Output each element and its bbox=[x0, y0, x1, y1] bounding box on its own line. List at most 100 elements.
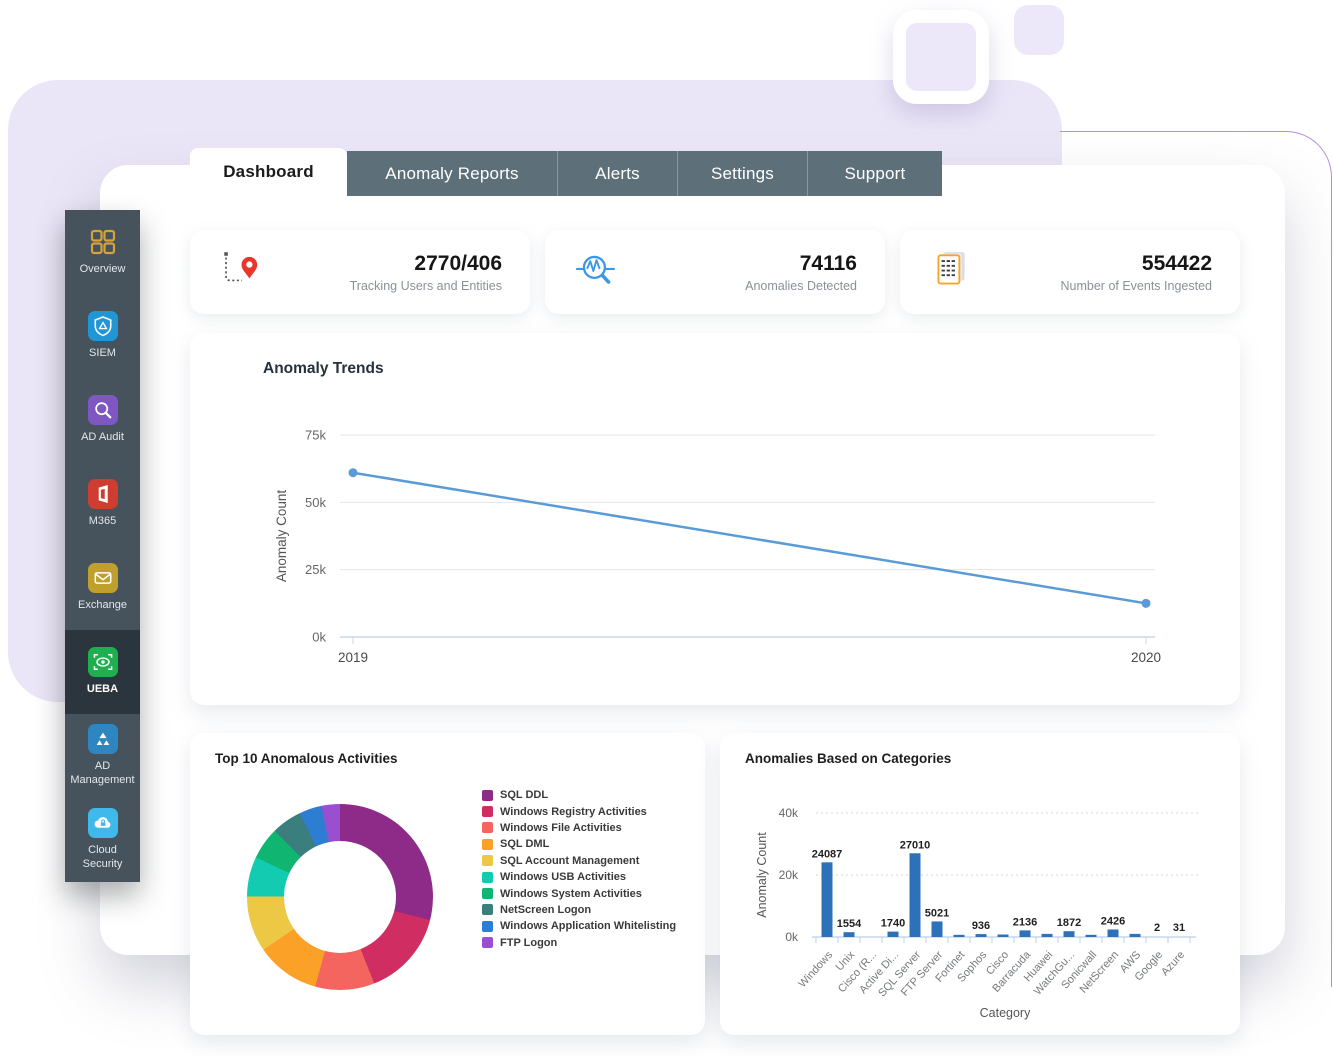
sidebar-item-exchange[interactable]: Exchange bbox=[65, 546, 140, 630]
top-tab-bar: Dashboard Anomaly Reports Alerts Setting… bbox=[190, 148, 942, 196]
legend-item[interactable]: Windows Registry Activities bbox=[482, 803, 676, 819]
anomaly-trends-panel: Anomaly Trends 0k 25k 50k 75k 2019 2020 Anomal… bbox=[190, 333, 1240, 705]
bar-Fortinet[interactable] bbox=[953, 934, 965, 937]
y-tick-label: 0k bbox=[785, 930, 799, 944]
donut-chart bbox=[247, 804, 433, 990]
legend-label: Windows Registry Activities bbox=[500, 805, 647, 818]
magnifier-icon bbox=[87, 395, 118, 426]
legend-swatch bbox=[482, 888, 493, 900]
tab-alerts[interactable]: Alerts bbox=[557, 151, 677, 196]
bar-Huawei[interactable] bbox=[1041, 933, 1053, 937]
small-lavender-square-shape bbox=[1014, 5, 1064, 55]
data-point-2019[interactable] bbox=[348, 468, 358, 478]
legend-label: NetScreen Logon bbox=[500, 903, 592, 916]
legend-item[interactable]: SQL DDL bbox=[482, 787, 676, 803]
sidebar-label-ueba: UEBA bbox=[86, 683, 119, 696]
sidebar-label-siem: SIEM bbox=[89, 347, 116, 360]
sidebar-item-ad-management[interactable]: AD Management bbox=[65, 714, 140, 798]
stat-label-anomalies: Anomalies Detected bbox=[745, 278, 857, 293]
bar-Sonicwall[interactable] bbox=[1085, 934, 1097, 937]
bar-value-label: 2136 bbox=[1013, 916, 1037, 928]
bar-FTP Server[interactable] bbox=[931, 921, 943, 937]
bar-value-label: 27010 bbox=[900, 839, 931, 851]
tab-settings[interactable]: Settings bbox=[677, 151, 807, 196]
legend-swatch bbox=[482, 806, 493, 818]
sidebar-item-ad-audit[interactable]: AD Audit bbox=[65, 378, 140, 462]
stat-value-events: 554422 bbox=[1141, 251, 1212, 275]
legend-item[interactable]: Windows File Activities bbox=[482, 820, 676, 836]
anomaly-trends-title: Anomaly Trends bbox=[263, 360, 384, 377]
stat-label-events: Number of Events Ingested bbox=[1060, 278, 1212, 293]
tab-anomaly-reports[interactable]: Anomaly Reports bbox=[347, 151, 557, 196]
legend-label: SQL DML bbox=[500, 838, 550, 851]
x-category-label: Azure bbox=[1159, 949, 1187, 978]
y-tick-label: 25k bbox=[305, 562, 326, 577]
bar-value-label: 1740 bbox=[881, 918, 905, 930]
bar-Unix[interactable] bbox=[843, 932, 855, 937]
donut-hole bbox=[284, 841, 396, 953]
bar-Active Di...[interactable] bbox=[887, 931, 899, 937]
bar-NetScreen[interactable] bbox=[1107, 929, 1119, 937]
bar-Windows[interactable] bbox=[821, 862, 833, 937]
sidebar-item-siem[interactable]: SIEM bbox=[65, 294, 140, 378]
legend-label: SQL DDL bbox=[500, 789, 549, 802]
legend-swatch bbox=[482, 871, 493, 883]
bar-Sophos[interactable] bbox=[975, 934, 987, 937]
legend-swatch bbox=[482, 838, 493, 850]
tab-dashboard[interactable]: Dashboard bbox=[190, 148, 347, 196]
legend-item[interactable]: NetScreen Logon bbox=[482, 902, 676, 918]
events-documents-icon bbox=[928, 247, 974, 298]
anomaly-magnifier-icon bbox=[573, 247, 619, 298]
y-tick-label: 0k bbox=[312, 630, 326, 645]
bar-AWS[interactable] bbox=[1129, 933, 1141, 937]
legend-label: FTP Logon bbox=[500, 936, 558, 949]
bar-Cisco[interactable] bbox=[997, 934, 1009, 937]
legend-item[interactable]: Windows Application Whitelisting bbox=[482, 918, 676, 934]
legend-item[interactable]: Windows USB Activities bbox=[482, 869, 676, 885]
office-icon bbox=[87, 479, 118, 510]
sidebar-label-ad-management: AD Management bbox=[70, 760, 135, 786]
sidebar-item-m365[interactable]: M365 bbox=[65, 462, 140, 546]
sidebar-item-overview[interactable]: Overview bbox=[65, 210, 140, 294]
y-tick-label: 75k bbox=[305, 428, 326, 443]
anomaly-trends-chart: 0k 25k 50k 75k 2019 2020 Anomaly Count bbox=[274, 428, 1161, 666]
stat-value-anomalies: 74116 bbox=[799, 251, 857, 275]
bar-SQL Server[interactable] bbox=[909, 853, 921, 937]
legend-swatch bbox=[482, 937, 493, 949]
legend-item[interactable]: SQL Account Management bbox=[482, 853, 676, 869]
purple-outline-shape bbox=[1060, 131, 1332, 987]
legend-item[interactable]: FTP Logon bbox=[482, 935, 676, 951]
tab-support[interactable]: Support bbox=[807, 151, 942, 196]
stat-label-tracking: Tracking Users and Entities bbox=[349, 278, 502, 293]
anomalies-categories-panel: Anomalies Based on Categories 0k 20k 40k 24… bbox=[720, 733, 1240, 1035]
sidebar-item-cloud-security[interactable]: Cloud Security bbox=[65, 798, 140, 882]
sidebar-item-ueba[interactable]: UEBA bbox=[65, 630, 140, 714]
y-tick-label: 20k bbox=[779, 868, 799, 882]
y-axis-title: Anomaly Count bbox=[274, 490, 289, 583]
top-anomalous-activities-panel: Top 10 Anomalous Activities SQL DDL Windo… bbox=[190, 733, 705, 1035]
legend-item[interactable]: SQL DML bbox=[482, 836, 676, 852]
legend-item[interactable]: Windows System Activities bbox=[482, 885, 676, 901]
data-point-2020[interactable] bbox=[1141, 598, 1151, 608]
x-category-label: Windows bbox=[796, 949, 835, 991]
shield-icon bbox=[87, 311, 118, 342]
bar-value-label: 24087 bbox=[812, 848, 843, 860]
envelope-icon bbox=[87, 563, 118, 594]
sidebar: Overview SIEM AD Audit bbox=[65, 210, 140, 882]
legend-swatch bbox=[482, 920, 493, 932]
grid-icon bbox=[88, 227, 118, 257]
bar-value-label: 2426 bbox=[1101, 915, 1125, 927]
stat-value-tracking: 2770/406 bbox=[414, 251, 502, 275]
bar-Barracuda[interactable] bbox=[1019, 930, 1031, 937]
sidebar-label-cloud-security: Cloud Security bbox=[82, 844, 123, 870]
sidebar-label-exchange: Exchange bbox=[78, 599, 127, 612]
top-anomalous-activities-title: Top 10 Anomalous Activities bbox=[215, 751, 398, 766]
y-tick-label: 50k bbox=[305, 495, 326, 510]
bar-value-label: 936 bbox=[972, 920, 990, 932]
tracking-pin-icon bbox=[218, 247, 264, 298]
bar-value-label: 1554 bbox=[837, 918, 862, 930]
bar-WatchGu...[interactable] bbox=[1063, 931, 1075, 937]
white-outline-square-shape bbox=[893, 10, 989, 104]
x-tick-label: 2019 bbox=[338, 650, 368, 665]
